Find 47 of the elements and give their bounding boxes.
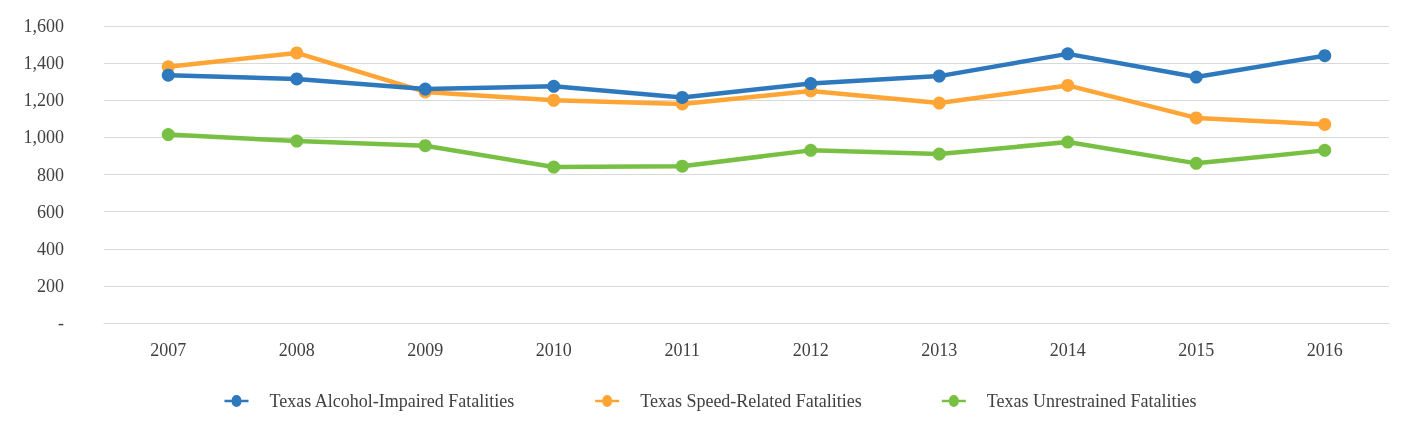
x-tick-label: 2011 — [664, 340, 700, 360]
point — [1318, 49, 1332, 63]
point — [1061, 47, 1075, 61]
y-tick-label: 400 — [37, 238, 64, 259]
x-tick-label: 2008 — [278, 340, 315, 360]
x-tick-label: 2009 — [407, 340, 444, 360]
x-tick-label: 2012 — [792, 340, 829, 360]
point — [161, 128, 175, 142]
point — [161, 68, 175, 82]
point — [804, 143, 818, 157]
point — [932, 96, 946, 110]
y-tick-label: 800 — [37, 164, 64, 185]
point — [932, 69, 946, 83]
point — [1189, 70, 1203, 84]
point — [418, 139, 432, 153]
x-tick-label: 2016 — [1306, 340, 1343, 360]
y-tick-label: 1,400 — [23, 53, 64, 74]
point — [804, 77, 818, 91]
point — [290, 72, 304, 86]
point — [932, 147, 946, 161]
legend-label: Texas Unrestrained Fatalities — [986, 391, 1197, 411]
legend-label: Texas Speed-Related Fatalities — [640, 391, 862, 411]
x-tick-label: 2014 — [1049, 340, 1086, 360]
point — [1189, 111, 1203, 125]
x-tick-label: 2007 — [150, 340, 187, 360]
legend-label: Texas Alcohol-Impaired Fatalities — [269, 391, 515, 411]
point — [1189, 156, 1203, 170]
point — [547, 79, 561, 93]
point — [1061, 135, 1075, 149]
x-tick-label: 2013 — [921, 340, 958, 360]
x-tick-label: 2010 — [535, 340, 572, 360]
y-tick-label: 1,600 — [23, 16, 64, 36]
point — [547, 93, 561, 107]
y-tick-label: 600 — [37, 201, 64, 222]
point — [290, 134, 304, 148]
y-tick-label: 1,000 — [23, 127, 64, 148]
point — [547, 160, 561, 174]
point — [290, 46, 304, 60]
point — [1318, 117, 1332, 131]
x-tick-label: 2015 — [1178, 340, 1215, 360]
y-tick-label: 200 — [37, 275, 64, 296]
point — [675, 159, 689, 173]
point — [1061, 78, 1075, 92]
point — [675, 90, 689, 104]
point — [1318, 143, 1332, 157]
y-tick-label: 1,200 — [23, 90, 64, 111]
y-tick-label: - — [58, 313, 64, 333]
